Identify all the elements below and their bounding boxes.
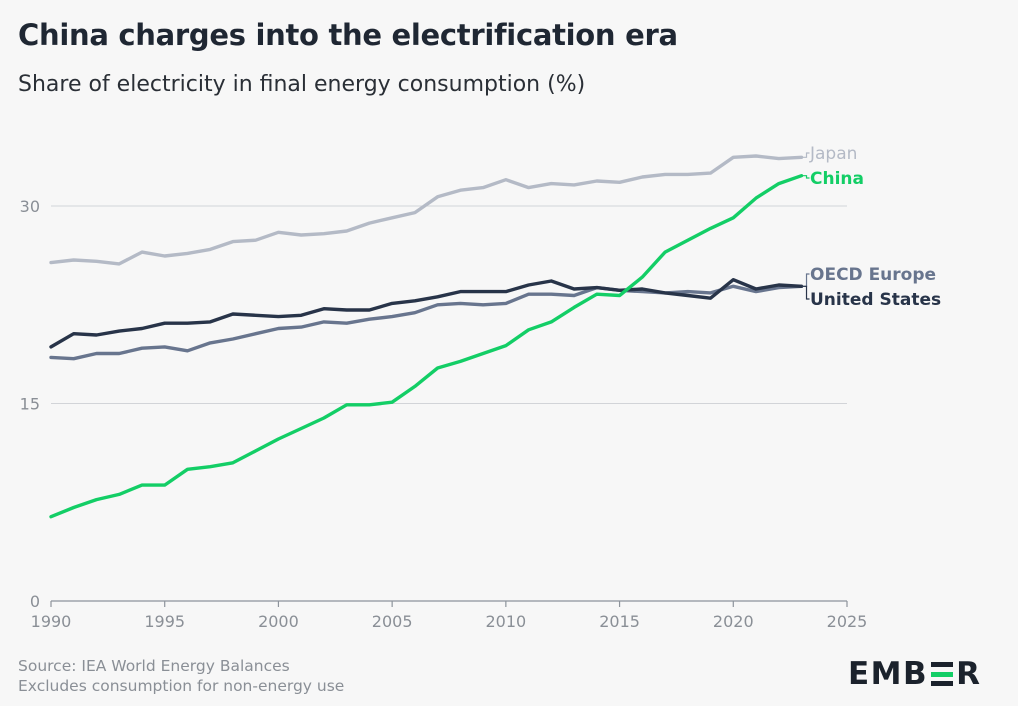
series-label-japan: Japan (809, 144, 857, 164)
x-tick-label: 1995 (144, 612, 185, 631)
logo-text-start: EMB (848, 656, 929, 692)
series-label-china: China (810, 169, 864, 189)
y-axis: 0 15 30 (20, 197, 40, 611)
footer: Source: IEA World Energy Balances Exclud… (18, 656, 344, 696)
label-connector (801, 152, 810, 158)
ember-logo: EMB R (848, 656, 982, 692)
x-tick-label: 2025 (827, 612, 868, 631)
x-axis: 1990 1995 2000 2005 2010 2015 2020 2025 (31, 601, 868, 631)
series-line-china (49, 173, 804, 519)
y-tick-label: 30 (20, 197, 40, 216)
grid-lines (51, 205, 847, 602)
series-labels: Japan China OECD Europe United States (801, 144, 941, 310)
line-chart: 1990 1995 2000 2005 2010 2015 2020 2025 0 15 30 J… (20, 144, 941, 631)
series-label-oecd-europe: OECD Europe (810, 265, 936, 285)
chart-subtitle: Share of electricity in final energy con… (18, 72, 586, 97)
exclusion-note: Excludes consumption for non-energy use (18, 677, 345, 695)
x-tick-label: 2020 (713, 612, 754, 631)
x-tick-label: 2010 (485, 612, 526, 631)
x-tick-label: 1990 (31, 612, 72, 631)
chart-title: China charges into the electrification e… (18, 18, 678, 52)
y-tick-label: 0 (30, 592, 40, 611)
source-note: Source: IEA World Energy Balances (18, 657, 290, 675)
series-line-japan (49, 154, 804, 266)
label-connector (801, 273, 810, 287)
series-label-united-states: United States (810, 290, 941, 310)
series-line-united-states (49, 278, 804, 349)
x-tick-label: 2015 (599, 612, 640, 631)
series-lines (49, 154, 804, 519)
logo-e-mark (931, 662, 954, 686)
logo-text-end: R (956, 656, 982, 692)
label-connector (801, 175, 810, 179)
x-tick-label: 2005 (372, 612, 413, 631)
x-tick-label: 2000 (258, 612, 299, 631)
y-tick-label: 15 (20, 395, 40, 414)
label-connector (801, 285, 810, 300)
series-line-oecd-europe (49, 284, 804, 361)
